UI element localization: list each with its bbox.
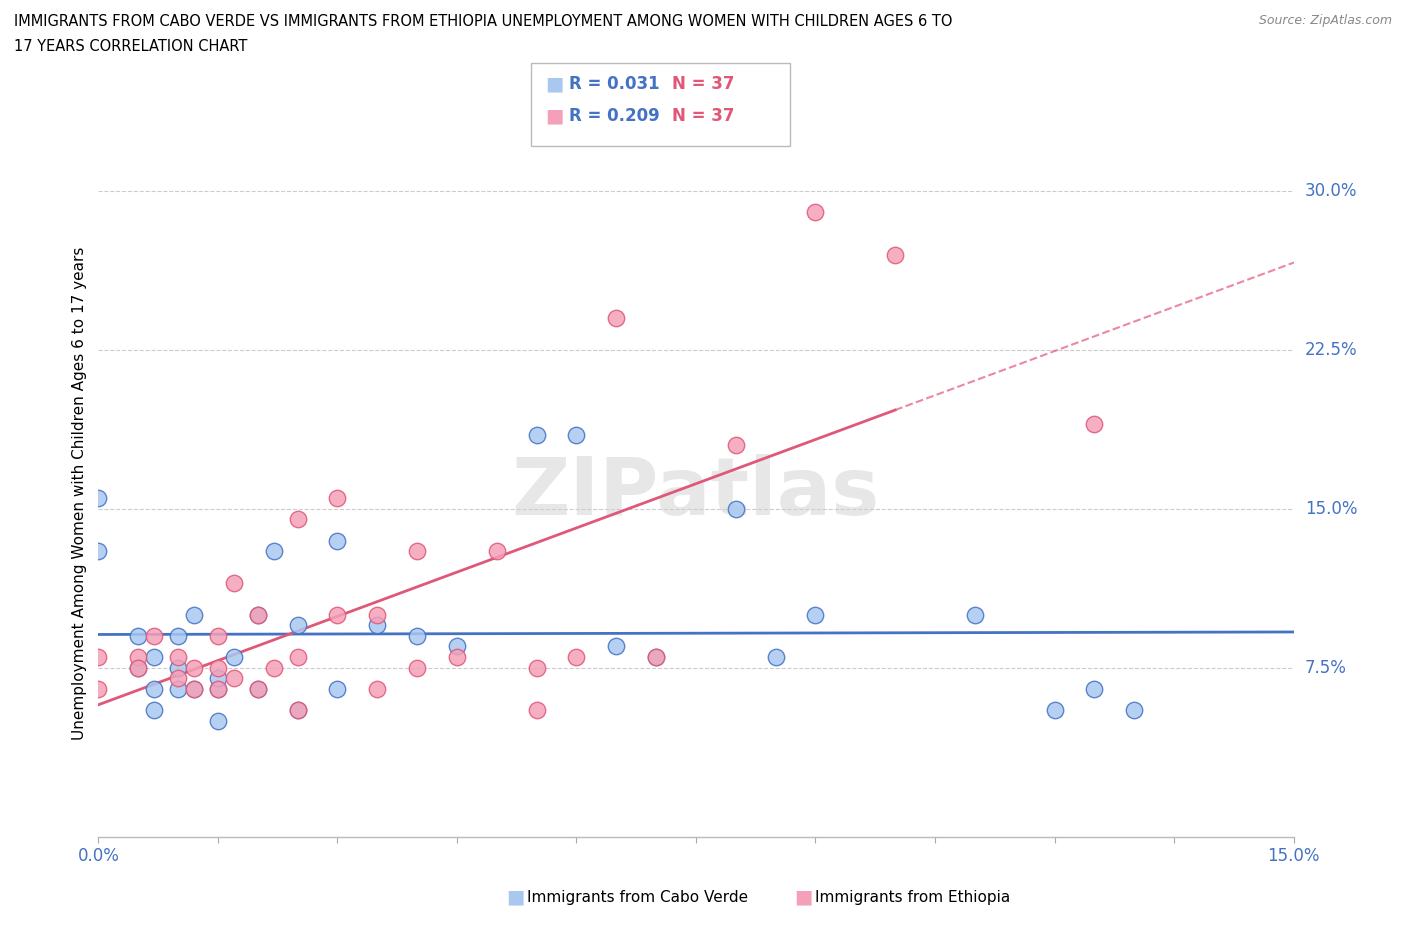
Text: Immigrants from Cabo Verde: Immigrants from Cabo Verde bbox=[527, 890, 748, 905]
Point bbox=[326, 682, 349, 697]
Text: N = 37: N = 37 bbox=[672, 107, 734, 126]
Text: ■: ■ bbox=[506, 888, 524, 907]
Point bbox=[963, 607, 986, 622]
Point bbox=[1043, 702, 1066, 717]
Point bbox=[263, 660, 285, 675]
Point bbox=[326, 491, 349, 506]
Point bbox=[724, 438, 747, 453]
Point bbox=[167, 629, 190, 644]
Point bbox=[183, 660, 205, 675]
Point bbox=[143, 682, 166, 697]
Point bbox=[406, 629, 429, 644]
Point bbox=[446, 639, 468, 654]
Point bbox=[127, 660, 149, 675]
Point bbox=[167, 671, 190, 685]
Point bbox=[246, 682, 269, 697]
Text: ■: ■ bbox=[546, 107, 564, 126]
Point bbox=[406, 660, 429, 675]
Point bbox=[605, 639, 627, 654]
Text: Source: ZipAtlas.com: Source: ZipAtlas.com bbox=[1258, 14, 1392, 27]
Text: 15.0%: 15.0% bbox=[1305, 499, 1357, 518]
Text: R = 0.209: R = 0.209 bbox=[569, 107, 661, 126]
Text: Immigrants from Ethiopia: Immigrants from Ethiopia bbox=[815, 890, 1011, 905]
Text: ■: ■ bbox=[794, 888, 813, 907]
Point bbox=[207, 713, 229, 728]
Point bbox=[406, 544, 429, 559]
Point bbox=[167, 660, 190, 675]
Point bbox=[366, 682, 388, 697]
Point bbox=[222, 671, 245, 685]
Point bbox=[287, 649, 309, 664]
Point bbox=[167, 649, 190, 664]
Point bbox=[207, 671, 229, 685]
Point bbox=[287, 512, 309, 526]
Point bbox=[87, 682, 110, 697]
Point bbox=[127, 629, 149, 644]
Text: 17 YEARS CORRELATION CHART: 17 YEARS CORRELATION CHART bbox=[14, 39, 247, 54]
Point bbox=[183, 682, 205, 697]
Point bbox=[127, 649, 149, 664]
Text: 22.5%: 22.5% bbox=[1305, 341, 1357, 359]
Point bbox=[143, 629, 166, 644]
Point bbox=[207, 682, 229, 697]
Point bbox=[645, 649, 668, 664]
Text: 7.5%: 7.5% bbox=[1305, 658, 1347, 677]
Point bbox=[143, 702, 166, 717]
Point bbox=[804, 607, 827, 622]
Point bbox=[207, 682, 229, 697]
Point bbox=[1083, 417, 1105, 432]
Point bbox=[246, 607, 269, 622]
Point bbox=[207, 629, 229, 644]
Point bbox=[724, 501, 747, 516]
Point bbox=[326, 607, 349, 622]
Point bbox=[565, 427, 588, 442]
Text: N = 37: N = 37 bbox=[672, 74, 734, 93]
Point bbox=[526, 427, 548, 442]
Point bbox=[287, 702, 309, 717]
Point bbox=[884, 247, 907, 262]
Point bbox=[1083, 682, 1105, 697]
Point bbox=[1123, 702, 1146, 717]
Point bbox=[485, 544, 508, 559]
Point bbox=[127, 660, 149, 675]
Point bbox=[183, 682, 205, 697]
Point bbox=[605, 311, 627, 325]
Point bbox=[222, 649, 245, 664]
Point bbox=[183, 607, 205, 622]
Point bbox=[207, 660, 229, 675]
Point bbox=[87, 544, 110, 559]
Y-axis label: Unemployment Among Women with Children Ages 6 to 17 years: Unemployment Among Women with Children A… bbox=[72, 246, 87, 739]
Point bbox=[222, 576, 245, 591]
Point bbox=[263, 544, 285, 559]
Point bbox=[287, 702, 309, 717]
Point bbox=[446, 649, 468, 664]
Point bbox=[526, 702, 548, 717]
Point bbox=[143, 649, 166, 664]
Text: ■: ■ bbox=[546, 74, 564, 93]
Text: ZIPatlas: ZIPatlas bbox=[512, 454, 880, 532]
Text: R = 0.031: R = 0.031 bbox=[569, 74, 659, 93]
Point bbox=[526, 660, 548, 675]
Point bbox=[565, 649, 588, 664]
Point bbox=[645, 649, 668, 664]
Point bbox=[366, 618, 388, 632]
Point bbox=[804, 205, 827, 219]
Text: 30.0%: 30.0% bbox=[1305, 182, 1357, 200]
Point bbox=[87, 649, 110, 664]
Point bbox=[246, 682, 269, 697]
Point bbox=[366, 607, 388, 622]
Point bbox=[765, 649, 787, 664]
Point bbox=[287, 618, 309, 632]
Point bbox=[326, 533, 349, 548]
Text: IMMIGRANTS FROM CABO VERDE VS IMMIGRANTS FROM ETHIOPIA UNEMPLOYMENT AMONG WOMEN : IMMIGRANTS FROM CABO VERDE VS IMMIGRANTS… bbox=[14, 14, 952, 29]
Point bbox=[87, 491, 110, 506]
Point bbox=[246, 607, 269, 622]
Point bbox=[167, 682, 190, 697]
